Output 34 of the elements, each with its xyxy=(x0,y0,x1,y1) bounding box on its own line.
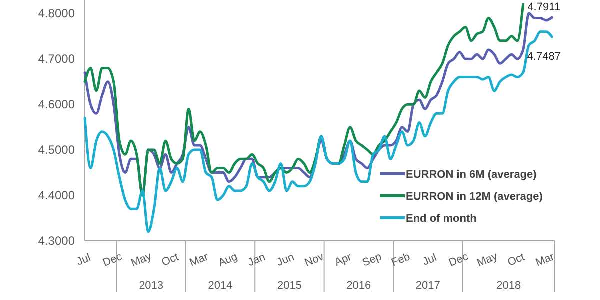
x-tick-label: Jun xyxy=(275,251,296,270)
x-tick-label: Feb xyxy=(390,251,412,270)
legend-label: EURRON in 6M (average) xyxy=(406,169,538,181)
x-tick-label: May xyxy=(476,250,500,270)
y-tick-label: 4.5000 xyxy=(38,143,76,158)
text: 2018 xyxy=(496,280,522,292)
x-tick-label: Sep xyxy=(360,250,384,270)
x-tick-label: Mar xyxy=(188,250,211,270)
data-label: 4.7911 xyxy=(528,2,561,14)
y-tick-label: 4.8000 xyxy=(38,6,76,21)
y-tick-label: 4.3000 xyxy=(38,234,76,248)
text: 2016 xyxy=(346,280,372,292)
x-tick-label: Dec xyxy=(101,250,124,270)
data-label: 4.7487 xyxy=(527,50,561,63)
text: 2013 xyxy=(139,280,164,292)
y-tick-label: 4.4000 xyxy=(38,188,76,203)
x-tick-label: Apr xyxy=(333,251,354,269)
text: 2017 xyxy=(416,280,440,292)
text: 2014 xyxy=(208,280,233,292)
legend-label: EURRON in 12M (average) xyxy=(406,191,544,203)
x-tick-label: Jul xyxy=(421,252,439,268)
y-tick-label: 4.7000 xyxy=(38,52,76,66)
x-tick-label: Jul xyxy=(75,252,93,268)
x-tick-label: May xyxy=(130,250,154,270)
x-tick-label: Dec xyxy=(447,250,470,270)
legend-label: End of month xyxy=(406,213,478,225)
x-tick-label: Aug xyxy=(216,250,240,270)
text: 2015 xyxy=(277,280,302,292)
x-tick-label: Oct xyxy=(506,251,527,269)
x-tick-label: Nov xyxy=(303,250,326,270)
y-tick-label: 4.6000 xyxy=(38,98,76,112)
x-tick-label: Oct xyxy=(160,251,181,269)
x-tick-label: Mar xyxy=(534,250,557,270)
x-tick-label: Jan xyxy=(246,251,268,270)
